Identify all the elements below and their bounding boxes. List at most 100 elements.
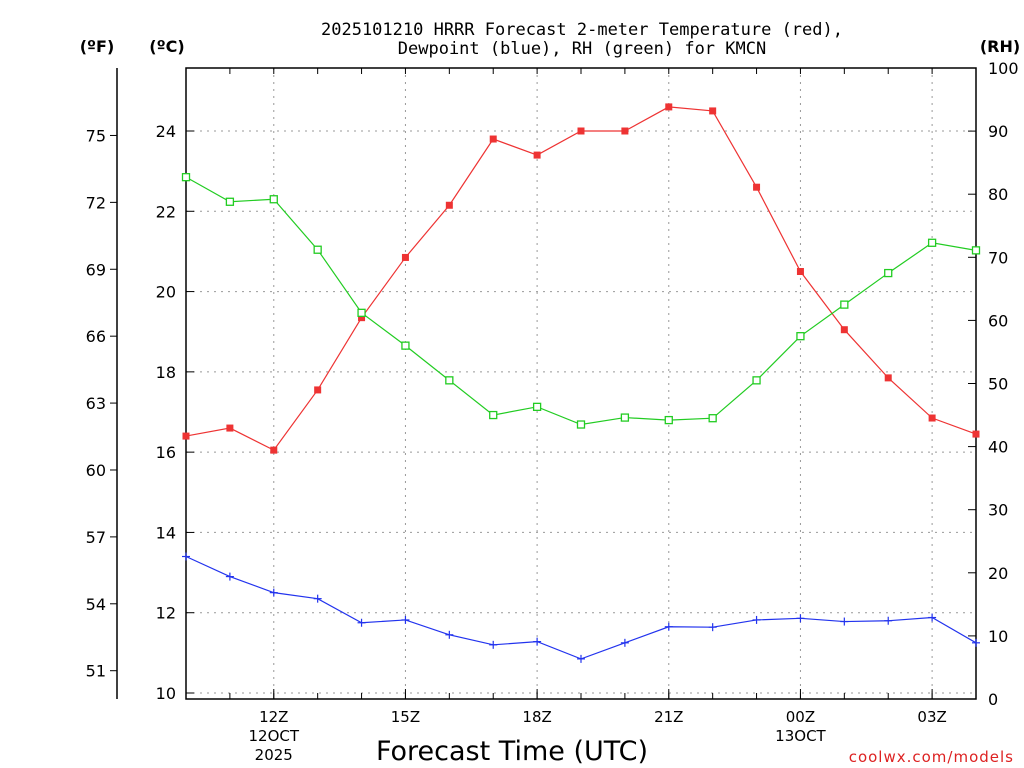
fahrenheit-tick-label: 69 — [86, 260, 106, 279]
watermark: coolwx.com/models — [849, 748, 1014, 766]
dewpoint-point — [489, 640, 498, 649]
temperature-point — [972, 430, 980, 438]
temperature-point — [665, 103, 673, 111]
rh-point — [664, 415, 673, 425]
dewpoint-point — [620, 638, 629, 647]
rh-point — [269, 195, 278, 204]
rh-point — [752, 376, 761, 385]
temperature-point — [270, 446, 278, 454]
temperature-point — [226, 424, 234, 432]
celsius-tick-label: 20 — [156, 283, 176, 302]
series-2-meter-temperature — [182, 103, 980, 454]
x-tick-label: 15Z — [391, 708, 420, 726]
dewpoint-point — [401, 615, 410, 624]
x-tick-year-label: 2025 — [255, 746, 293, 764]
temperature-point — [884, 374, 892, 382]
chart-title-line1: 2025101210 HRRR Forecast 2-meter Tempera… — [321, 20, 843, 40]
temperature-point — [445, 201, 453, 209]
series-rh — [181, 173, 981, 429]
rh-point — [313, 245, 322, 254]
dewpoint-point — [445, 630, 454, 639]
dewpoint-point — [269, 588, 278, 597]
fahrenheit-unit-label: (ºF) — [80, 37, 115, 56]
temperature-point — [182, 432, 190, 440]
x-tick-date-label: 13OCT — [775, 727, 826, 745]
dewpoint-point — [357, 618, 366, 627]
dewpoint-point — [313, 594, 322, 603]
dewpoint-point — [577, 654, 585, 663]
series-dewpoint — [182, 552, 980, 663]
temperature-point — [401, 253, 409, 261]
rh-point — [401, 341, 410, 350]
temperature-point — [753, 183, 761, 191]
rh-point — [225, 197, 235, 206]
fahrenheit-tick-label: 63 — [86, 394, 106, 413]
fahrenheit-tick-label: 66 — [86, 327, 106, 346]
dewpoint-point — [708, 623, 717, 632]
rh-point — [927, 238, 937, 247]
celsius-tick-label: 14 — [156, 523, 176, 542]
series-line — [185, 176, 977, 426]
temperature-point — [796, 268, 804, 275]
x-tick-label: 03Z — [917, 708, 946, 726]
series-line — [185, 106, 977, 451]
rh-tick-label: 60 — [988, 311, 1008, 330]
celsius-unit-label: (ºC) — [149, 37, 184, 56]
rh-tick-label: 40 — [988, 438, 1008, 457]
rh-point — [708, 414, 717, 423]
x-axis-title: Forecast Time (UTC) — [376, 736, 648, 767]
grid-lines — [186, 68, 976, 699]
temperature-point — [533, 151, 541, 159]
celsius-tick-label: 22 — [156, 202, 176, 221]
celsius-tick-label: 18 — [156, 363, 176, 382]
dewpoint-point — [664, 622, 673, 631]
dewpoint-point — [840, 617, 849, 626]
fahrenheit-tick-label: 54 — [86, 595, 106, 614]
rh-point — [489, 410, 498, 420]
temperature-point — [577, 127, 585, 135]
rh-tick-label: 70 — [988, 248, 1008, 267]
celsius-tick-label: 24 — [156, 122, 176, 141]
temperature-point — [621, 127, 629, 135]
series-line — [185, 555, 977, 660]
rh-point — [445, 376, 454, 385]
rh-tick-label: 10 — [988, 627, 1008, 646]
rh-point — [840, 300, 849, 309]
dewpoint-point — [225, 572, 234, 581]
rh-tick-label: 80 — [988, 185, 1008, 204]
temperature-point — [314, 386, 322, 394]
rh-point — [796, 332, 805, 341]
dewpoint-point — [752, 615, 761, 624]
x-tick-label: 21Z — [654, 708, 683, 726]
celsius-tick-label: 16 — [156, 443, 176, 462]
fahrenheit-tick-label: 75 — [86, 126, 106, 145]
fahrenheit-tick-label: 72 — [86, 193, 106, 212]
temperature-point — [489, 135, 497, 143]
rh-point — [971, 246, 981, 255]
temperature-point — [358, 314, 366, 322]
rh-tick-label: 50 — [988, 375, 1008, 394]
dewpoint-point — [884, 616, 893, 625]
chart-title-line2: Dewpoint (blue), RH (green) for KMCN — [398, 39, 766, 59]
rh-tick-label: 0 — [988, 690, 998, 709]
dewpoint-point — [972, 638, 980, 647]
fahrenheit-tick-label: 51 — [86, 662, 106, 681]
rh-point — [620, 413, 630, 422]
fahrenheit-tick-label: 60 — [86, 461, 106, 480]
celsius-tick-label: 10 — [156, 684, 176, 703]
rh-unit-label: (RH) — [980, 37, 1020, 56]
rh-point — [884, 268, 893, 278]
rh-point — [576, 420, 586, 429]
data-series — [181, 103, 981, 663]
celsius-tick-label: 12 — [156, 604, 176, 623]
rh-tick-label: 30 — [988, 501, 1008, 520]
dewpoint-point — [928, 613, 937, 622]
dewpoint-point — [533, 637, 542, 646]
rh-tick-label: 90 — [988, 122, 1008, 141]
rh-tick-label: 100 — [988, 59, 1019, 78]
fahrenheit-tick-label: 57 — [86, 528, 106, 547]
x-tick-label: 00Z — [786, 708, 815, 726]
x-tick-date-label: 12OCT — [249, 727, 300, 745]
